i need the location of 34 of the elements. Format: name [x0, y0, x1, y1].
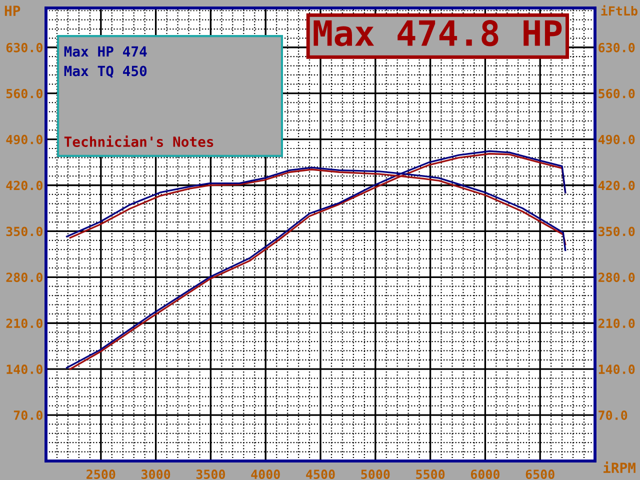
x-tick-label: 4000	[251, 470, 280, 480]
x-tick-label: 5500	[416, 470, 445, 480]
y-tick-label: 70.0	[14, 410, 42, 420]
y2-tick-label: 210.0	[598, 318, 635, 328]
y-tick-label: 630.0	[6, 42, 42, 52]
y2-tick-label: 280.0	[598, 272, 635, 282]
y2-tick-label: 630.0	[598, 42, 635, 52]
x-tick-label: 6500	[526, 470, 554, 480]
x-tick-label: 2500	[86, 470, 116, 480]
y2-tick-label: 420.0	[598, 180, 635, 190]
y-axis-title: HP	[4, 6, 20, 16]
x-tick-label: 4500	[306, 470, 335, 480]
x-tick-label: 6000	[470, 470, 500, 480]
x-tick-label: 3000	[142, 470, 170, 480]
y2-tick-label: 140.0	[598, 364, 635, 374]
y2-axis-title: iFtLb	[601, 5, 638, 16]
x-tick-label: 5000	[361, 470, 390, 480]
annotation: Max HP 474	[64, 46, 147, 57]
y-tick-label: 420.0	[6, 180, 42, 190]
chart-title: Max 474.8 HP	[314, 20, 562, 46]
y2-tick-label: 560.0	[598, 88, 635, 98]
y-tick-label: 140.0	[6, 364, 42, 374]
x-tick-label: 3500	[196, 470, 225, 480]
y2-tick-label: 70.0	[598, 410, 628, 420]
y-tick-label: 280.0	[6, 272, 42, 282]
y-tick-label: 560.0	[6, 88, 42, 98]
y-tick-label: 210.0	[6, 318, 42, 328]
y2-tick-label: 490.0	[598, 134, 635, 144]
y2-tick-label: 350.0	[598, 226, 635, 236]
y-tick-label: 350.0	[6, 226, 42, 236]
annotation: Max TQ 450	[64, 66, 147, 78]
y-tick-label: 490.0	[6, 134, 42, 144]
x-axis-title: iRPM	[604, 462, 636, 473]
annotation: Technician's Notes	[64, 136, 214, 147]
